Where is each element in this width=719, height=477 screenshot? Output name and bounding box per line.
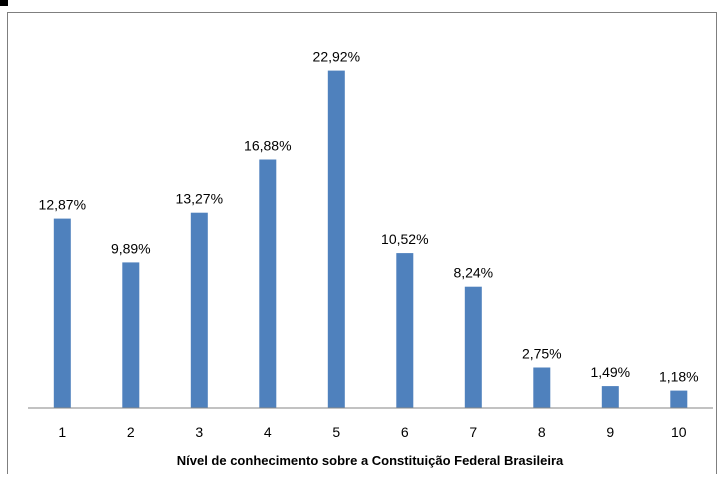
bar-4 [259, 159, 277, 408]
bar-8 [533, 367, 551, 408]
x-tick-label-10: 10 [671, 424, 687, 440]
bar-9 [601, 386, 619, 408]
bar-3 [190, 212, 208, 408]
bar-5 [327, 70, 345, 408]
data-label-4: 16,88% [244, 138, 291, 154]
data-label-1: 12,87% [39, 197, 86, 213]
bar-1 [53, 218, 71, 408]
bar-6 [396, 253, 414, 408]
chart-border [7, 12, 717, 474]
x-tick-label-9: 9 [606, 424, 614, 440]
x-tick-label-2: 2 [127, 424, 135, 440]
x-tick-label-7: 7 [469, 424, 477, 440]
data-label-7: 8,24% [453, 265, 493, 281]
bar-2 [122, 262, 140, 408]
x-tick-label-6: 6 [401, 424, 409, 440]
x-tick-label-3: 3 [195, 424, 203, 440]
x-tick-label-5: 5 [332, 424, 340, 440]
data-label-9: 1,49% [590, 364, 630, 380]
data-label-6: 10,52% [381, 231, 428, 247]
x-tick-label-8: 8 [538, 424, 546, 440]
bar-10 [670, 390, 688, 408]
bar-series [53, 70, 688, 408]
data-labels: 12,87% 9,89% 13,27% 16,88% 22,92% 10,52% 8,24%… [39, 49, 699, 385]
x-tick-label-4: 4 [264, 424, 272, 440]
data-label-8: 2,75% [522, 346, 562, 362]
data-label-3: 13,27% [176, 191, 223, 207]
bar-7 [464, 286, 482, 408]
data-label-2: 9,89% [111, 240, 151, 256]
corner-mark [0, 0, 8, 6]
data-label-5: 22,92% [313, 49, 360, 65]
x-tick-label-1: 1 [58, 424, 66, 440]
x-tick-labels: 1 2 3 4 5 6 7 8 9 10 [58, 424, 686, 440]
data-label-10: 1,18% [659, 369, 699, 385]
x-axis-title: Nível de conhecimento sobre a Constituiç… [177, 453, 564, 468]
